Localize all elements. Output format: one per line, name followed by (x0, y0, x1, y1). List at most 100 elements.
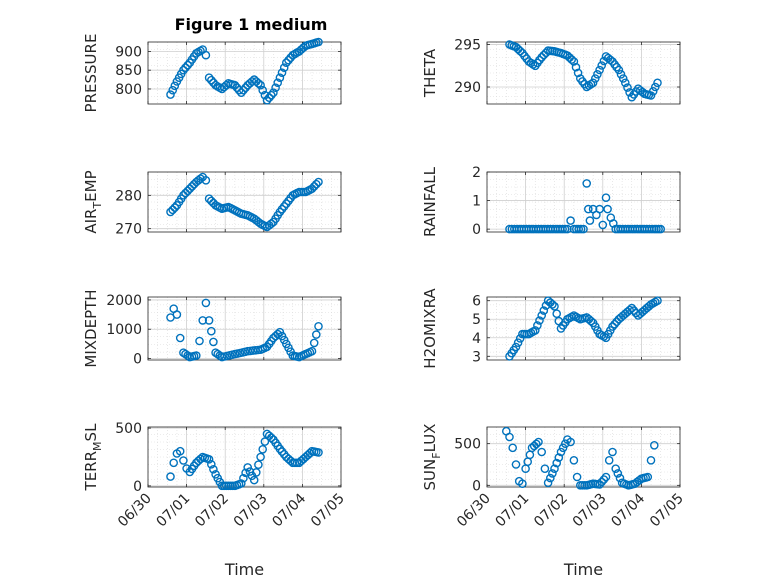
data-point (169, 458, 178, 468)
y-tick-label: 2 (472, 165, 481, 181)
data-point (533, 321, 542, 330)
data-point (273, 78, 283, 87)
subplots: 800 850 900 PRESSURE 290 295 THETA 270 280 AIRTEM… (82, 34, 687, 579)
y-axis-label-tail: EMP (82, 170, 100, 201)
data-point (172, 310, 182, 319)
data-point (307, 346, 317, 356)
x-tick-label: 07/01 (154, 491, 194, 531)
data-point (586, 316, 596, 326)
subplot-rainfall: 0 1 2 RAINFALL (421, 165, 681, 238)
data-point (646, 455, 656, 465)
data-point (613, 469, 623, 478)
y-axis-label: MIXDEPTH (82, 289, 100, 367)
data-point (266, 433, 276, 443)
x-axis-label: Time (224, 560, 264, 579)
data-point (191, 351, 201, 360)
y-tick-label: 2000 (106, 293, 142, 309)
data-point (311, 330, 321, 339)
data-point (166, 90, 175, 99)
data-point (611, 464, 621, 474)
data-point (196, 174, 205, 183)
subplot-mixdepth: 0 1000 2000 MIXDEPTH (82, 289, 342, 368)
data-point (309, 182, 319, 191)
data-point (569, 455, 579, 465)
data-point (271, 83, 280, 92)
data-point (277, 68, 287, 77)
y-axis-label-tail: LUX (421, 424, 439, 453)
data-point (548, 300, 557, 309)
data-point (201, 298, 211, 308)
data-point (571, 62, 581, 72)
data-point (513, 338, 523, 348)
data-point (653, 296, 662, 306)
data-point (307, 184, 317, 193)
data-point (181, 63, 190, 72)
data-point (532, 439, 541, 449)
axes-box (147, 426, 342, 488)
data-point (566, 216, 575, 225)
data-point (258, 444, 268, 454)
data-point (563, 224, 572, 234)
data-point (643, 472, 653, 482)
y-tick-label: 270 (115, 222, 142, 238)
y-tick-label: 1000 (106, 322, 142, 338)
data-point (603, 204, 612, 214)
data-point (264, 93, 274, 102)
axes-box (147, 296, 342, 361)
data-point (623, 83, 632, 92)
data-point (653, 78, 662, 88)
data-point (314, 177, 323, 187)
data-point (195, 336, 204, 346)
data-point (311, 179, 321, 189)
data-point (198, 316, 207, 325)
y-axis-label-subscript: M (91, 441, 104, 451)
data-point (614, 65, 624, 75)
data-point (515, 46, 525, 56)
data-point (511, 460, 521, 469)
data-point (185, 184, 195, 193)
y-axis-label-subscript: T (91, 202, 104, 210)
y-tick-label: 290 (454, 80, 481, 96)
y-axis-label-main: RAINFALL (421, 166, 439, 237)
data-point (593, 70, 602, 79)
data-point (179, 65, 188, 75)
data-point (221, 80, 231, 90)
data-point (236, 479, 246, 488)
axes-box (147, 171, 342, 233)
data-point (508, 443, 518, 453)
data-point (314, 37, 323, 47)
y-axis-label-subscript: F (430, 452, 443, 458)
data-point (236, 88, 246, 97)
data-point (275, 73, 285, 82)
data-point (601, 193, 611, 202)
data-point (569, 57, 579, 66)
data-point (601, 472, 611, 482)
y-axis-label: RAINFALL (421, 166, 439, 237)
data-point (515, 334, 525, 343)
data-point (550, 464, 559, 474)
data-point (266, 219, 276, 228)
data-point (183, 60, 192, 70)
data-point (612, 317, 622, 327)
y-axis-label-main: H2OMIXRA (421, 288, 439, 369)
data-point (535, 316, 544, 325)
data-point (170, 203, 180, 212)
data-point (281, 58, 291, 68)
y-axis-label: SUNFLUX (421, 424, 443, 491)
y-axis-label-tail: SL (82, 423, 100, 442)
y-tick-label: 0 (133, 352, 142, 368)
data-point (262, 95, 272, 105)
data-point (181, 188, 190, 198)
data-point (269, 88, 278, 97)
y-axis-label: AIRTEMP (82, 170, 104, 233)
figure-title: Figure 1 medium (175, 15, 328, 34)
data-point (539, 50, 549, 60)
data-point (585, 216, 595, 225)
data-point (254, 79, 263, 88)
data-point (243, 463, 252, 472)
data-point (656, 224, 666, 234)
data-point (615, 473, 625, 483)
y-tick-label: 0 (472, 478, 481, 494)
data-point (540, 464, 550, 474)
